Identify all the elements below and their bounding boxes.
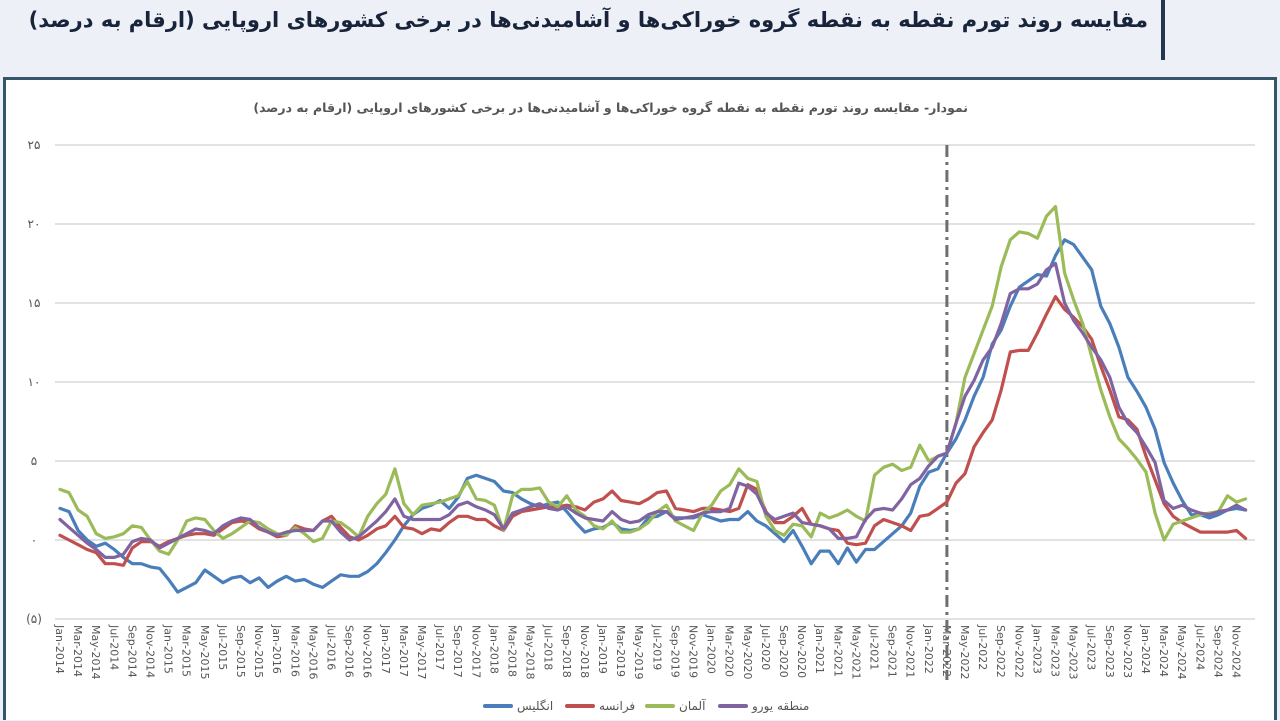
x-tick-label: May-2015 bbox=[198, 625, 211, 680]
page-header: مقایسه روند تورم نقطه به نقطه گروه خوراک… bbox=[0, 0, 1280, 76]
x-tick-label: Jan-2021 bbox=[813, 624, 826, 674]
x-tick-label: Nov-2015 bbox=[252, 625, 265, 678]
series-line-1 bbox=[58, 295, 1248, 567]
x-tick-label: May-2016 bbox=[306, 625, 319, 680]
chart-legend: انگلیس فرانسه آلمان منطقه یورو bbox=[0, 699, 1280, 719]
x-tick-label: Jul-2023 bbox=[1085, 624, 1098, 670]
x-tick-label: Jul-2016 bbox=[325, 624, 338, 670]
x-tick-label: Nov-2021 bbox=[904, 625, 917, 678]
x-tick-label: Mar-2021 bbox=[831, 625, 844, 677]
x-tick-label: May-2020 bbox=[741, 625, 754, 680]
x-tick-label: Sep-2019 bbox=[668, 625, 681, 678]
x-tick-label: Mar-2016 bbox=[288, 625, 301, 677]
x-tick-label: Sep-2022 bbox=[994, 625, 1007, 678]
series-line-3 bbox=[58, 261, 1248, 560]
chart-panel bbox=[3, 77, 1277, 720]
x-tick-label: Mar-2017 bbox=[397, 625, 410, 677]
x-tick-label: Jan-2016 bbox=[270, 624, 283, 674]
legend-swatch-germany bbox=[645, 704, 675, 708]
x-tick-label: Nov-2020 bbox=[795, 625, 808, 678]
x-tick-label: Jul-2022 bbox=[976, 624, 989, 670]
x-tick-label: May-2018 bbox=[524, 625, 537, 680]
x-tick-label: Nov-2014 bbox=[144, 625, 157, 678]
x-tick-label: Sep-2018 bbox=[560, 625, 573, 678]
x-tick-label: May-2022 bbox=[958, 625, 971, 680]
x-tick-label: Nov-2017 bbox=[469, 625, 482, 678]
x-tick-label: Jul-2017 bbox=[433, 624, 446, 670]
x-tick-label: Sep-2014 bbox=[125, 625, 138, 678]
x-tick-label: Nov-2023 bbox=[1121, 625, 1134, 678]
legend-label-uk: انگلیس bbox=[517, 699, 554, 713]
x-tick-label: Sep-2023 bbox=[1103, 625, 1116, 678]
legend-label-germany: آلمان bbox=[679, 699, 706, 713]
y-tick-label: (۵) bbox=[26, 612, 42, 626]
x-tick-label: Nov-2024 bbox=[1230, 625, 1243, 678]
x-tick-label: Sep-2016 bbox=[343, 625, 356, 678]
x-tick-label: Sep-2024 bbox=[1211, 625, 1224, 678]
x-tick-label: Jan-2022 bbox=[922, 624, 935, 674]
legend-item-germany: آلمان bbox=[645, 699, 705, 713]
series-line-2 bbox=[58, 205, 1248, 556]
x-tick-label: May-2017 bbox=[415, 625, 428, 680]
x-tick-label: Jan-2017 bbox=[379, 624, 392, 674]
legend-item-eurozone: منطقه یورو bbox=[718, 699, 809, 713]
x-tick-label: Jul-2021 bbox=[868, 624, 881, 670]
legend-swatch-uk bbox=[483, 704, 513, 708]
x-tick-label: May-2024 bbox=[1175, 625, 1188, 680]
legend-label-france: فرانسه bbox=[599, 699, 636, 713]
legend-item-uk: انگلیس bbox=[483, 699, 553, 713]
y-tick-label: ۵ bbox=[31, 454, 37, 468]
legend-swatch-france bbox=[565, 704, 595, 708]
x-tick-label: Mar-2014 bbox=[71, 625, 84, 677]
legend-label-eurozone: منطقه یورو bbox=[752, 699, 810, 713]
x-tick-label: Mar-2018 bbox=[506, 625, 519, 677]
x-tick-label: Mar-2020 bbox=[723, 625, 736, 677]
x-tick-label: Sep-2015 bbox=[234, 625, 247, 678]
header-accent-bar bbox=[1161, 0, 1165, 60]
x-tick-label: Jan-2019 bbox=[596, 624, 609, 674]
x-tick-label: Jul-2015 bbox=[216, 624, 229, 670]
x-tick-label: Jul-2024 bbox=[1193, 624, 1206, 670]
x-tick-label: Nov-2018 bbox=[578, 625, 591, 678]
x-tick-label: Jul-2014 bbox=[107, 624, 120, 670]
x-tick-label: Mar-2024 bbox=[1157, 625, 1170, 677]
x-tick-label: Jul-2020 bbox=[759, 624, 772, 670]
y-tick-label: ۱۰ bbox=[28, 375, 41, 389]
x-tick-label: Nov-2022 bbox=[1012, 625, 1025, 678]
x-tick-label: Jul-2019 bbox=[650, 624, 663, 670]
x-tick-label: Jan-2014 bbox=[53, 624, 66, 674]
x-tick-label: Jul-2018 bbox=[542, 624, 555, 670]
page-title: مقایسه روند تورم نقطه به نقطه گروه خوراک… bbox=[28, 8, 1148, 32]
y-tick-label: ۲۵ bbox=[28, 138, 41, 152]
x-tick-label: May-2021 bbox=[849, 625, 862, 680]
x-tick-label: Mar-2015 bbox=[180, 625, 193, 677]
x-tick-label: Sep-2021 bbox=[886, 625, 899, 678]
legend-item-france: فرانسه bbox=[565, 699, 635, 713]
y-tick-label: ۲۰ bbox=[28, 217, 41, 231]
x-tick-label: Jan-2018 bbox=[487, 624, 500, 674]
legend-swatch-eurozone bbox=[718, 704, 748, 708]
x-tick-label: Nov-2019 bbox=[687, 625, 700, 678]
x-tick-label: Jan-2015 bbox=[162, 624, 175, 674]
y-tick-label: ۰ bbox=[31, 533, 37, 547]
x-tick-label: Jan-2024 bbox=[1139, 624, 1152, 674]
x-tick-label: Sep-2017 bbox=[451, 625, 464, 678]
y-tick-label: ۱۵ bbox=[28, 296, 41, 310]
x-tick-label: Jan-2023 bbox=[1030, 624, 1043, 674]
x-tick-label: Sep-2020 bbox=[777, 625, 790, 678]
chart-title: نمودار- مقایسه روند تورم نقطه به نقطه گر… bbox=[253, 100, 968, 115]
x-tick-label: Mar-2019 bbox=[614, 625, 627, 677]
x-tick-label: Jan-2020 bbox=[705, 624, 718, 674]
x-tick-label: Nov-2016 bbox=[361, 625, 374, 678]
x-tick-label: May-2019 bbox=[632, 625, 645, 680]
x-tick-label: Mar-2023 bbox=[1049, 625, 1062, 677]
x-tick-label: May-2023 bbox=[1067, 625, 1080, 680]
x-tick-label: May-2014 bbox=[89, 625, 102, 680]
